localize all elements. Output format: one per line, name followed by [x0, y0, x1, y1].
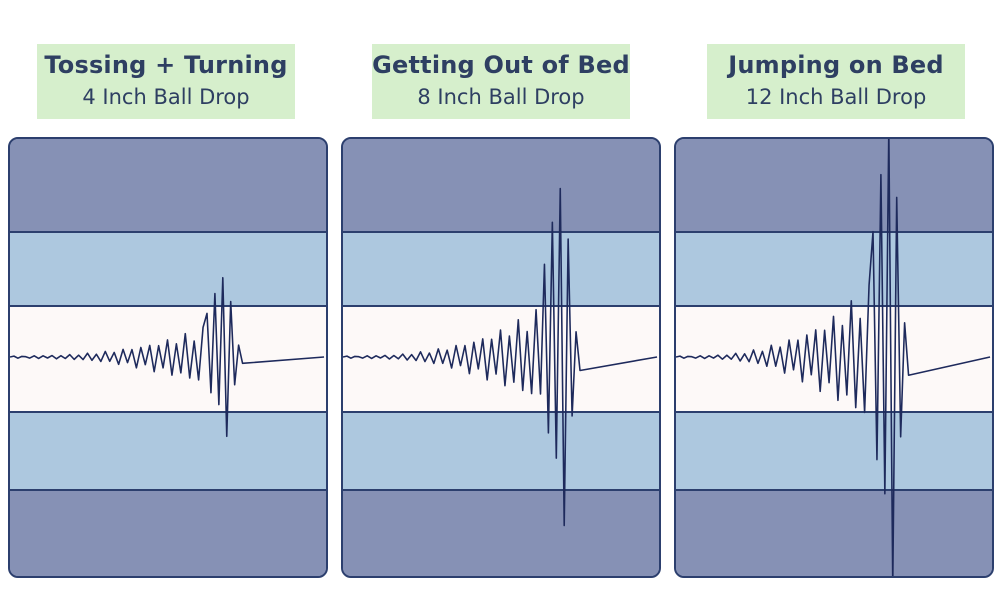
panel-label-3: Jumping on Bed 12 Inch Ball Drop [707, 44, 965, 119]
panel-title: Getting Out of Bed [372, 51, 630, 79]
waveform-line [10, 276, 325, 438]
band-light-bottom [676, 413, 992, 489]
waveform-icon [10, 276, 325, 438]
vibration-panel-1 [8, 137, 328, 578]
vibration-panel-3 [674, 137, 994, 578]
band-light-bottom [343, 413, 659, 489]
panel-subtitle: 12 Inch Ball Drop [745, 85, 927, 109]
panel-title: Jumping on Bed [728, 51, 944, 79]
band-dark-top [676, 139, 992, 231]
band-dark-top [343, 139, 659, 231]
band-dark-bottom [10, 489, 326, 576]
band-dark-bottom [343, 489, 659, 576]
band-light-top [343, 231, 659, 305]
band-light-top [676, 231, 992, 305]
band-center [10, 305, 326, 413]
waveform-icon [343, 187, 658, 527]
panel-label-1: Tossing + Turning 4 Inch Ball Drop [37, 44, 295, 119]
band-dark-bottom [676, 489, 992, 576]
vibration-panel-2 [341, 137, 661, 578]
band-center [343, 305, 659, 413]
waveform-line [676, 139, 991, 576]
panel-subtitle: 8 Inch Ball Drop [417, 85, 585, 109]
panel-subtitle: 4 Inch Ball Drop [82, 85, 250, 109]
band-light-bottom [10, 413, 326, 489]
band-light-top [10, 231, 326, 305]
waveform-line [343, 187, 658, 527]
panel-label-2: Getting Out of Bed 8 Inch Ball Drop [372, 44, 630, 119]
panel-title: Tossing + Turning [44, 51, 288, 79]
band-dark-top [10, 139, 326, 231]
waveform-icon [676, 139, 991, 576]
